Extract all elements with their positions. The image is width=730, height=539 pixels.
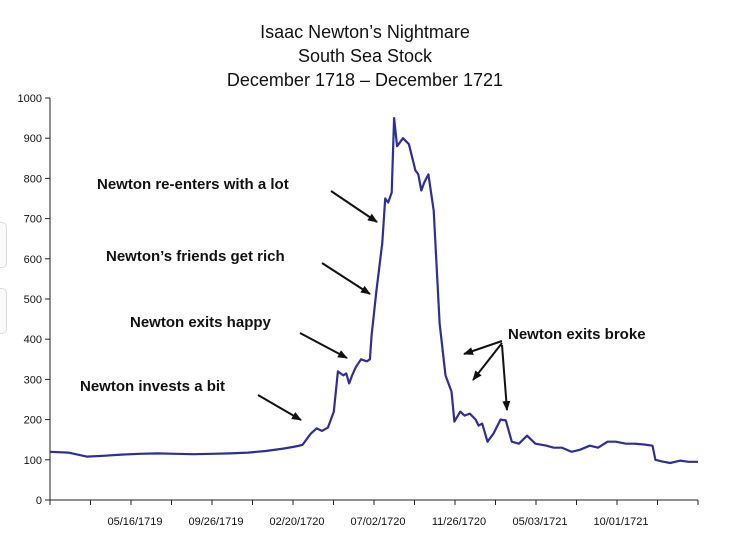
side-tab-lower[interactable] bbox=[0, 288, 7, 334]
annotation-label: Newton exits broke bbox=[508, 326, 646, 343]
annotation-label: Newton invests a bit bbox=[80, 378, 225, 395]
annotation-arrow bbox=[472, 342, 503, 381]
y-tick-label: 900 bbox=[24, 133, 42, 145]
y-tick-label: 200 bbox=[24, 415, 42, 427]
y-tick-label: 500 bbox=[24, 294, 42, 306]
side-tab-upper[interactable] bbox=[0, 222, 7, 268]
y-tick-label: 400 bbox=[24, 334, 42, 346]
y-tick-label: 800 bbox=[24, 173, 42, 185]
y-tick-label: 600 bbox=[24, 254, 42, 266]
annotation-arrow bbox=[501, 344, 511, 411]
x-tick-label: 11/26/1720 bbox=[432, 516, 486, 528]
annotation-arrow bbox=[330, 190, 378, 223]
y-tick-label: 700 bbox=[24, 214, 42, 226]
annotation-arrow bbox=[321, 262, 371, 295]
x-tick-label: 09/26/1719 bbox=[188, 516, 243, 528]
annotation-arrow bbox=[299, 332, 348, 359]
annotations: Newton invests a bit Newton exits happy Ne… bbox=[80, 176, 646, 421]
annotation-arrow bbox=[257, 394, 302, 421]
chart-subtitle: South Sea Stock bbox=[297, 46, 433, 66]
y-tick-label: 100 bbox=[24, 455, 42, 467]
y-tick-label: 0 bbox=[36, 495, 42, 507]
annotation-label: Newton re-enters with a lot bbox=[97, 176, 289, 193]
annotation-label: Newton exits happy bbox=[130, 314, 272, 331]
plot-area bbox=[49, 116, 698, 465]
x-tick-label: 02/20/1720 bbox=[269, 516, 324, 528]
y-tick-label: 300 bbox=[24, 374, 42, 386]
chart-period: December 1718 – December 1721 bbox=[226, 70, 504, 90]
x-tick-label: 10/01/1721 bbox=[593, 516, 648, 528]
chart-title: Isaac Newton’s Nightmare bbox=[260, 22, 470, 42]
price-line bbox=[49, 116, 698, 465]
annotation-arrow bbox=[463, 340, 503, 355]
x-tick-label: 05/16/1719 bbox=[107, 516, 162, 528]
y-tick-label: 1000 bbox=[18, 93, 42, 105]
annotation-label: Newton’s friends get rich bbox=[106, 248, 285, 265]
axes: 0 100 200 300 400 500 600 700 800 900 1000 05/16/17… bbox=[18, 93, 699, 528]
x-tick-label: 05/03/1721 bbox=[512, 516, 567, 528]
x-tick-label: 07/02/1720 bbox=[350, 516, 405, 528]
